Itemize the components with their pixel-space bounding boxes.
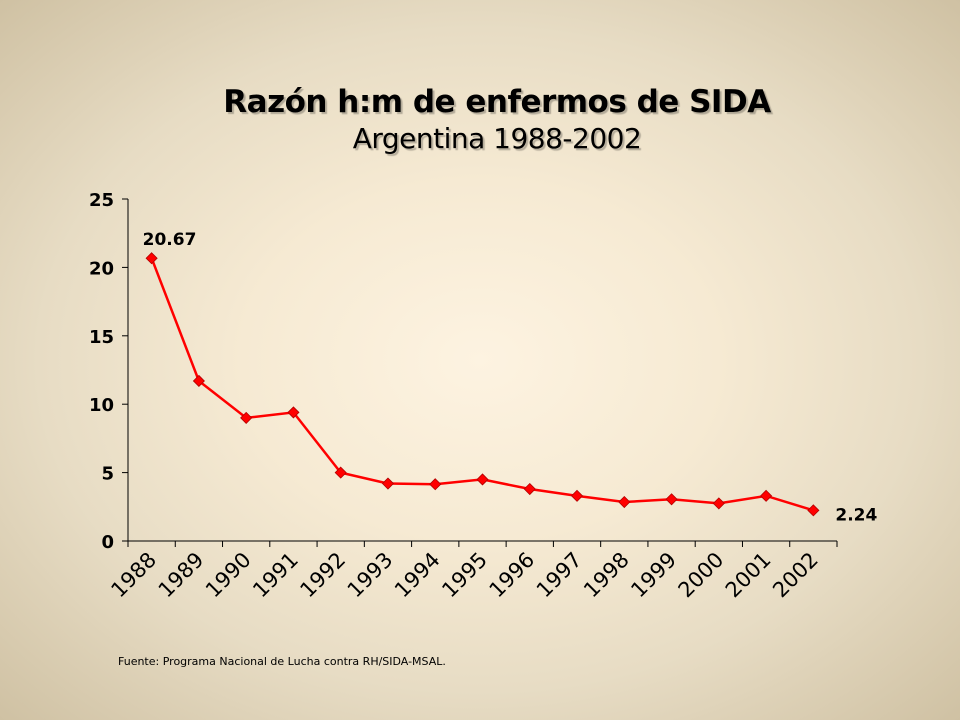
y-tick-label: 25: [89, 190, 114, 211]
data-point: [712, 497, 725, 510]
data-point: [523, 482, 536, 496]
x-tick-label: 2002: [768, 548, 823, 603]
y-tick-label: 10: [89, 395, 114, 416]
x-tick-label: 1990: [201, 548, 256, 603]
y-tick-label: 15: [89, 327, 114, 348]
data-point: [570, 489, 584, 502]
x-tick-label: 1991: [248, 548, 303, 603]
data-point: [429, 478, 442, 491]
data-point: [145, 252, 158, 265]
y-tick-label: 0: [101, 532, 114, 553]
x-tick-label: 1988: [106, 548, 161, 603]
x-tick-label: 1995: [437, 548, 492, 603]
data-point: [807, 504, 820, 517]
x-tick-label: 1999: [626, 548, 681, 603]
x-tick-label: 1994: [390, 548, 445, 603]
chart-title-block: Razón h:m de enfermos de SIDA Argentina …: [0, 84, 960, 155]
data-point: [665, 493, 678, 506]
data-point: [760, 489, 773, 502]
chart-subtitle: Argentina 1988-2002: [352, 122, 642, 155]
data-point: [334, 466, 347, 479]
x-tick-label: 1989: [154, 548, 209, 603]
series-line: [150, 257, 814, 512]
data-point: [240, 411, 253, 424]
x-tick-label: 1992: [295, 548, 350, 603]
x-tick-label: 1998: [579, 548, 634, 603]
x-tick-label: 2001: [721, 548, 776, 603]
data-point: [618, 495, 631, 509]
x-tick-label: 1997: [532, 548, 587, 603]
x-tick-label: 2000: [674, 548, 729, 603]
source-note: Fuente: Programa Nacional de Lucha contr…: [118, 655, 446, 668]
data-point: [476, 473, 489, 486]
y-tick-label: 5: [101, 464, 114, 485]
data-point: [381, 477, 395, 490]
data-label: 20.67: [143, 230, 197, 250]
x-tick-label: 1993: [343, 548, 398, 603]
data-point: [287, 406, 300, 419]
x-tick-label: 1996: [485, 548, 540, 603]
chart-title: Razón h:m de enfermos de SIDA: [223, 84, 771, 120]
data-label: 2.24: [835, 505, 877, 525]
y-tick-label: 20: [89, 258, 114, 279]
data-point: [192, 374, 205, 388]
